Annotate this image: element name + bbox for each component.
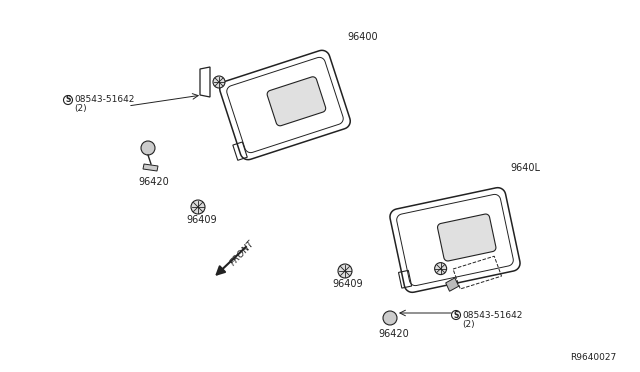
Polygon shape — [267, 77, 326, 126]
Text: 08543-51642: 08543-51642 — [74, 96, 134, 105]
Text: R9640027: R9640027 — [570, 353, 616, 362]
Circle shape — [213, 76, 225, 88]
Text: 96400: 96400 — [347, 32, 378, 42]
Circle shape — [338, 264, 352, 278]
Text: 96409: 96409 — [186, 215, 216, 225]
Text: 9640L: 9640L — [510, 163, 540, 173]
Text: S: S — [453, 311, 459, 320]
Text: 08543-51642: 08543-51642 — [462, 311, 522, 320]
Circle shape — [383, 311, 397, 325]
Polygon shape — [445, 278, 459, 291]
Circle shape — [141, 141, 155, 155]
Text: 96420: 96420 — [138, 177, 169, 187]
Text: 96409: 96409 — [332, 279, 363, 289]
Circle shape — [191, 200, 205, 214]
Polygon shape — [143, 164, 158, 171]
Polygon shape — [438, 214, 496, 261]
Text: (2): (2) — [462, 320, 475, 328]
Text: 96420: 96420 — [378, 329, 409, 339]
Text: S: S — [65, 96, 70, 105]
Text: FRONT: FRONT — [228, 239, 257, 268]
Circle shape — [435, 263, 447, 275]
Text: (2): (2) — [74, 105, 86, 113]
